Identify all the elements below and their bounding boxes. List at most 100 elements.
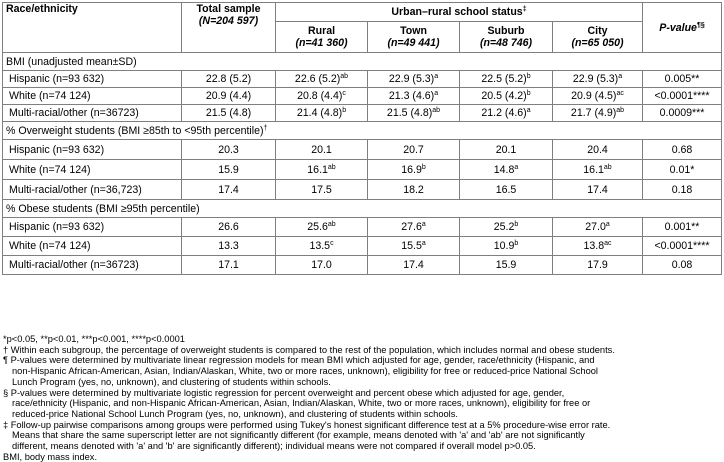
value-cell: 15.5a <box>367 236 460 256</box>
header-row: Race/ethnicity Total sample (N=204 597) … <box>2 2 722 53</box>
cell-superscript: ac <box>604 240 612 247</box>
cell-superscript: ab <box>432 107 441 114</box>
row-label: Multi-racial/other (n=36723) <box>2 104 182 122</box>
cell-value: 27.6 <box>401 221 422 233</box>
value-cell: 14.8a <box>459 159 553 180</box>
header-col-rural: Rural (n=41 360) <box>275 21 368 53</box>
table-row: Multi-racial/other (n=36,723) 17.4 17.5 18.… <box>2 179 722 200</box>
row-label: Hispanic (n=93 632) <box>2 139 182 160</box>
pvalue-cell: 0.68 <box>642 139 722 160</box>
footnote-line: non-Hispanic African-American, Asian, In… <box>12 366 598 377</box>
footnote-line: † Within each subgroup, the percentage o… <box>3 344 615 355</box>
footnote-line: Means that share the same superscript le… <box>12 430 585 441</box>
table-row: Multi-racial/other (n=36723) 21.5 (4.8) 21… <box>2 104 722 122</box>
total-cell: 22.8 (5.2) <box>181 70 276 88</box>
pvalue-cell: 0.0009*** <box>642 104 722 122</box>
cell-value: 25.6 <box>307 221 328 233</box>
cell-superscript: b <box>514 221 519 228</box>
cell-value: 27.0 <box>585 221 606 233</box>
pvalue-cell: 0.01* <box>642 159 722 180</box>
cell-superscript: b <box>526 73 531 80</box>
total-cell: 15.9 <box>181 159 276 180</box>
cell-value: 14.8 <box>493 163 515 176</box>
cell-value: 22.5 (5.2) <box>481 73 527 85</box>
value-cell: 25.2b <box>459 217 553 237</box>
cell-superscript: a <box>421 221 426 228</box>
cell-value: 22.9 (5.3) <box>388 73 435 85</box>
footnote-line: Lunch Program (yes, no, unknown), and cl… <box>12 376 331 387</box>
section-title: BMI (unadjusted mean±SD) <box>2 52 722 71</box>
footnote-line: reduced-price National School Lunch Prog… <box>12 408 458 419</box>
cell-value: 21.5 (4.8) <box>386 107 433 119</box>
footnote-line: *p<0.05, **p<0.01, ***p<0.001, ****p<0.0… <box>3 334 185 344</box>
pvalue-cell: 0.08 <box>642 255 722 275</box>
table-row: White (n=74 124) 15.9 16.1ab 16.9b 14.8a 16.1… <box>2 159 722 180</box>
cell-value: 21.3 (4.6) <box>388 90 435 102</box>
total-cell: 13.3 <box>181 236 276 256</box>
value-cell: 21.2 (4.6)a <box>459 104 553 122</box>
section-title: % Overweight students (BMI ≥85th to <95t… <box>2 121 722 140</box>
header-total-n: (N=204 597) <box>198 15 259 27</box>
footnote-line: § P-values were determined by multivaria… <box>3 387 565 398</box>
row-label: White (n=74 124) <box>2 159 182 180</box>
header-col-city: City (n=65 050) <box>552 21 643 53</box>
cell-value: 10.9 <box>493 240 515 252</box>
cell-value: 13.8 <box>583 240 605 252</box>
value-cell: 20.9 (4.5)ac <box>552 87 643 105</box>
header-col-n: (n=65 050) <box>571 37 624 49</box>
cell-superscript: ac <box>616 90 624 97</box>
total-cell: 26.6 <box>181 217 276 237</box>
section-title-text: BMI (unadjusted mean±SD) <box>6 55 137 68</box>
table-row: Hispanic (n=93 632) 22.8 (5.2) 22.6 (5.2)a… <box>2 70 722 88</box>
cell-superscript: ab <box>616 107 625 114</box>
cell-value: 22.6 (5.2) <box>294 73 341 85</box>
value-cell: 18.2 <box>367 179 460 200</box>
table-body: Race/ethnicity Total sample (N=204 597) … <box>2 2 722 275</box>
value-cell: 22.6 (5.2)ab <box>275 70 368 88</box>
cell-value: 25.2 <box>493 221 515 233</box>
header-col-name: City <box>587 25 608 37</box>
value-cell: 20.4 <box>552 139 643 160</box>
header-col-n: (n=41 360) <box>295 37 348 49</box>
header-col-n: (n=49 441) <box>387 37 440 49</box>
value-cell: 13.8ac <box>552 236 643 256</box>
cell-superscript: ab <box>603 163 612 171</box>
row-label: Hispanic (n=93 632) <box>2 217 182 237</box>
header-col-town: Town (n=49 441) <box>367 21 460 53</box>
header-total-title: Total sample <box>196 3 261 16</box>
section-header-row: BMI (unadjusted mean±SD) <box>2 52 722 71</box>
row-label: White (n=74 124) <box>2 87 182 105</box>
cell-superscript: b <box>526 90 531 97</box>
total-cell: 20.9 (4.4) <box>181 87 276 105</box>
value-cell: 27.0a <box>552 217 643 237</box>
cell-superscript: c <box>342 90 346 97</box>
pvalue-cell: <0.0001**** <box>642 236 722 256</box>
value-cell: 17.4 <box>367 255 460 275</box>
header-col-name: Suburb <box>487 25 525 37</box>
cell-superscript: a <box>526 107 531 114</box>
cell-superscript: ab <box>340 73 349 80</box>
cell-value: 16.5 <box>495 183 517 196</box>
table-row: White (n=74 124) 13.3 13.5c 15.5a 10.9b 13.8a… <box>2 236 722 256</box>
value-cell: 21.7 (4.9)ab <box>552 104 643 122</box>
value-cell: 17.9 <box>552 255 643 275</box>
value-cell: 10.9b <box>459 236 553 256</box>
header-col-suburb: Suburb (n=48 746) <box>459 21 553 53</box>
cell-value: 17.4 <box>403 259 424 271</box>
cell-value: 13.5 <box>309 240 331 252</box>
value-cell: 15.9 <box>459 255 553 275</box>
value-cell: 20.8 (4.4)c <box>275 87 368 105</box>
row-label: Multi-racial/other (n=36,723) <box>2 179 182 200</box>
value-cell: 16.1ab <box>552 159 643 180</box>
total-cell: 20.3 <box>181 139 276 160</box>
value-cell: 17.4 <box>552 179 643 200</box>
value-cell: 22.9 (5.3)a <box>552 70 643 88</box>
value-cell: 27.6a <box>367 217 460 237</box>
cell-value: 21.4 (4.8) <box>296 107 343 119</box>
section-header-row: % Obese students (BMI ≥95th percentile) <box>2 199 722 218</box>
value-cell: 20.7 <box>367 139 460 160</box>
total-cell: 17.1 <box>181 255 276 275</box>
cell-value: 15.5 <box>401 240 422 252</box>
cell-superscript: b <box>514 240 519 247</box>
